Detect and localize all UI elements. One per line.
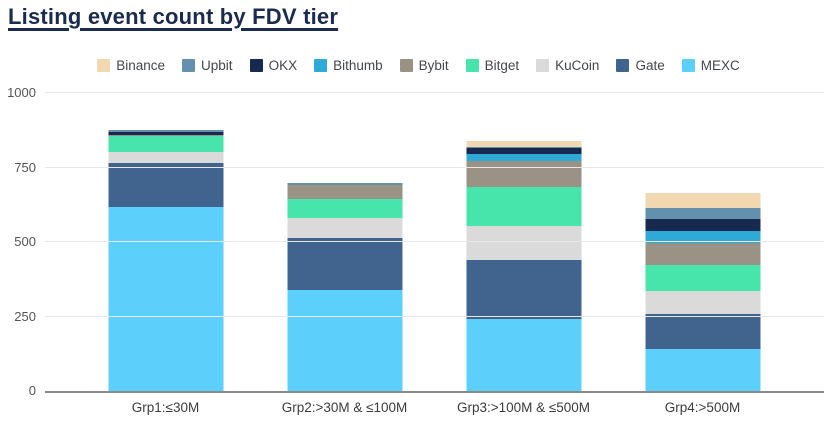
x-axis-tick-label: Grp2:>30M & ≤100M <box>281 400 408 415</box>
legend-item-binance[interactable]: Binance <box>97 58 165 73</box>
legend-label: OKX <box>268 57 298 73</box>
legend: Binance Upbit OKX Bithumb Bybit Bitget KuCoin G… <box>0 56 837 74</box>
legend-item-gate[interactable]: Gate <box>616 57 665 73</box>
bar-segment-okx[interactable] <box>645 218 760 231</box>
bar-segment-bybit[interactable] <box>287 185 402 199</box>
gridline-1000 <box>45 92 824 93</box>
bar-segment-gate[interactable] <box>287 238 402 291</box>
bar-segment-binance[interactable] <box>645 193 760 209</box>
legend-item-mexc[interactable]: MEXC <box>681 57 740 73</box>
gridline-250 <box>45 315 824 317</box>
bar-segment-gate[interactable] <box>108 162 223 207</box>
bar-segment-bitget[interactable] <box>287 198 402 219</box>
bar-segment-bitget[interactable] <box>108 135 223 152</box>
plot-area: Grp1:≤30M Grp2:>30M & ≤100M Grp3:>100M & ≤… <box>7 86 824 415</box>
chart-title: Listing event count by FDV tier <box>8 4 339 29</box>
legend-swatch-icon <box>465 58 479 72</box>
category-band: Grp1:≤30M <box>76 93 255 415</box>
bar-segment-bybit[interactable] <box>645 242 760 265</box>
bar-segment-upbit[interactable] <box>466 146 581 149</box>
category-band: Grp2:>30M & ≤100M <box>255 93 434 415</box>
y-axis-tick-label: 250 <box>14 308 36 324</box>
y-axis-tick-label: 500 <box>14 234 36 249</box>
legend-item-kucoin[interactable]: KuCoin <box>536 58 599 73</box>
bar-segment-bitget[interactable] <box>466 186 581 226</box>
bar-segment-bitget[interactable] <box>645 264 760 292</box>
bar-segment-upbit[interactable] <box>645 208 760 219</box>
stacked-bar <box>645 93 760 391</box>
legend-label: KuCoin <box>555 57 600 73</box>
legend-item-bybit[interactable]: Bybit <box>399 57 449 73</box>
legend-label: Gate <box>635 57 665 73</box>
gridline-750 <box>45 166 824 168</box>
y-axis-tick-label: 0 <box>28 383 36 398</box>
y-axis-tick-label: 1000 <box>7 85 36 100</box>
x-axis-tick-label: Grp1:≤30M <box>131 400 200 415</box>
stacked-bar <box>466 93 581 391</box>
legend-swatch-icon <box>616 58 630 72</box>
bar-segment-binance[interactable] <box>466 141 581 147</box>
legend-swatch-icon <box>536 58 550 72</box>
legend-label: Bybit <box>418 57 449 73</box>
category-band: Grp3:>100M & ≤500M <box>434 93 613 415</box>
legend-label: Binance <box>116 57 166 73</box>
bar-segment-bithumb[interactable] <box>645 230 760 243</box>
legend-swatch-icon <box>399 58 413 72</box>
gridline-500 <box>45 241 824 242</box>
legend-item-okx[interactable]: OKX <box>249 57 298 73</box>
bars-region: Grp1:≤30M Grp2:>30M & ≤100M Grp3:>100M & ≤… <box>76 93 792 415</box>
legend-item-bitget[interactable]: Bitget <box>465 57 520 73</box>
legend-label: Bithumb <box>333 57 383 73</box>
legend-label: MEXC <box>700 57 740 73</box>
bar-segment-bithumb[interactable] <box>466 154 581 161</box>
legend-label: Upbit <box>201 57 233 73</box>
bar-segment-okx[interactable] <box>108 132 223 136</box>
stacked-bar <box>108 93 223 391</box>
bar-segment-mexc[interactable] <box>287 290 402 391</box>
bar-segment-bybit[interactable] <box>466 160 581 187</box>
bar-segment-mexc[interactable] <box>466 319 581 391</box>
bar-segment-kucoin[interactable] <box>645 291 760 315</box>
bar-segment-bybit[interactable] <box>108 135 223 136</box>
x-axis-tick-label: Grp3:>100M & ≤500M <box>456 400 591 415</box>
bar-segment-kucoin[interactable] <box>108 151 223 163</box>
bar-segment-kucoin[interactable] <box>287 218 402 239</box>
bar-segment-upbit[interactable] <box>108 130 223 133</box>
stacked-bar <box>287 93 402 391</box>
legend-swatch-icon <box>314 58 328 72</box>
legend-item-bithumb[interactable]: Bithumb <box>314 58 383 73</box>
bar-segment-kucoin[interactable] <box>466 225 581 261</box>
legend-swatch-icon <box>97 58 111 72</box>
legend-label: Bitget <box>484 57 520 73</box>
bar-segment-gate[interactable] <box>466 260 581 320</box>
bar-segment-upbit[interactable] <box>287 182 402 186</box>
bar-segment-okx[interactable] <box>466 148 581 155</box>
bar-segment-mexc[interactable] <box>645 348 760 391</box>
x-axis-tick-label: Grp4:>500M <box>664 400 741 415</box>
legend-swatch-icon <box>249 58 263 72</box>
bar-segment-gate[interactable] <box>645 314 760 349</box>
category-band: Grp4:>500M <box>613 93 792 415</box>
legend-item-upbit[interactable]: Upbit <box>182 58 233 73</box>
legend-swatch-icon <box>681 58 695 72</box>
legend-swatch-icon <box>182 58 196 72</box>
bar-segment-mexc[interactable] <box>108 206 223 391</box>
y-axis-tick-label: 750 <box>14 159 36 175</box>
